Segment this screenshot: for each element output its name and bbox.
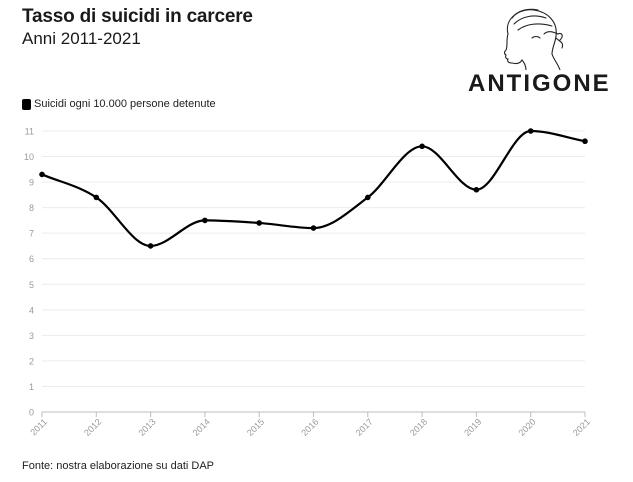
x-tick-label: 2020: [517, 417, 538, 438]
x-tick-label: 2018: [408, 417, 429, 438]
series-line: [41, 129, 586, 248]
source-note: Fonte: nostra elaborazione su dati DAP: [22, 460, 215, 472]
y-tick-label: 11: [25, 127, 34, 137]
x-tick-label: 2011: [28, 417, 49, 438]
x-tick-label: 2012: [82, 417, 103, 438]
data-point: [582, 138, 588, 145]
antigone-head-icon: [503, 8, 564, 71]
y-tick-label: 6: [29, 254, 34, 264]
data-point: [365, 194, 371, 201]
legend-swatch: [22, 98, 31, 110]
y-tick-label: 5: [29, 280, 34, 290]
data-point: [310, 225, 317, 231]
data-point: [473, 186, 480, 193]
antigone-logo: ANTIGONE: [468, 4, 611, 97]
x-tick-label: 2013: [136, 417, 157, 438]
x-tick-label: 2016: [299, 417, 320, 438]
data-point: [147, 243, 154, 249]
data-point: [527, 128, 534, 134]
chart-title: Tasso di suicidi in carcere: [22, 6, 253, 27]
y-tick-label: 9: [29, 178, 34, 188]
x-tick-label: 2019: [462, 417, 483, 438]
legend[interactable]: Suicidi ogni 10.000 persone detenute: [22, 98, 216, 110]
x-tick-label: 2014: [191, 417, 212, 438]
data-point: [202, 217, 208, 224]
x-tick-label: 2015: [245, 417, 266, 438]
y-tick-label: 0: [29, 408, 34, 418]
y-tick-label: 4: [29, 305, 34, 315]
x-tick-label: 2017: [354, 417, 375, 438]
y-tick-label: 1: [29, 382, 34, 392]
y-tick-label: 10: [24, 152, 34, 162]
data-point: [419, 143, 425, 150]
y-tick-label: 3: [29, 331, 34, 341]
legend-label: Suicidi ogni 10.000 persone detenute: [34, 98, 216, 110]
y-tick-label: 8: [29, 203, 34, 213]
logo-wordmark: ANTIGONE: [468, 70, 611, 97]
y-tick-label: 2: [29, 356, 34, 366]
chart-subtitle: Anni 2011-2021: [22, 29, 141, 48]
x-tick-label: 2021: [571, 417, 592, 438]
data-point: [39, 171, 45, 178]
y-tick-label: 7: [29, 229, 34, 239]
data-point: [256, 220, 263, 226]
data-point: [93, 194, 100, 201]
